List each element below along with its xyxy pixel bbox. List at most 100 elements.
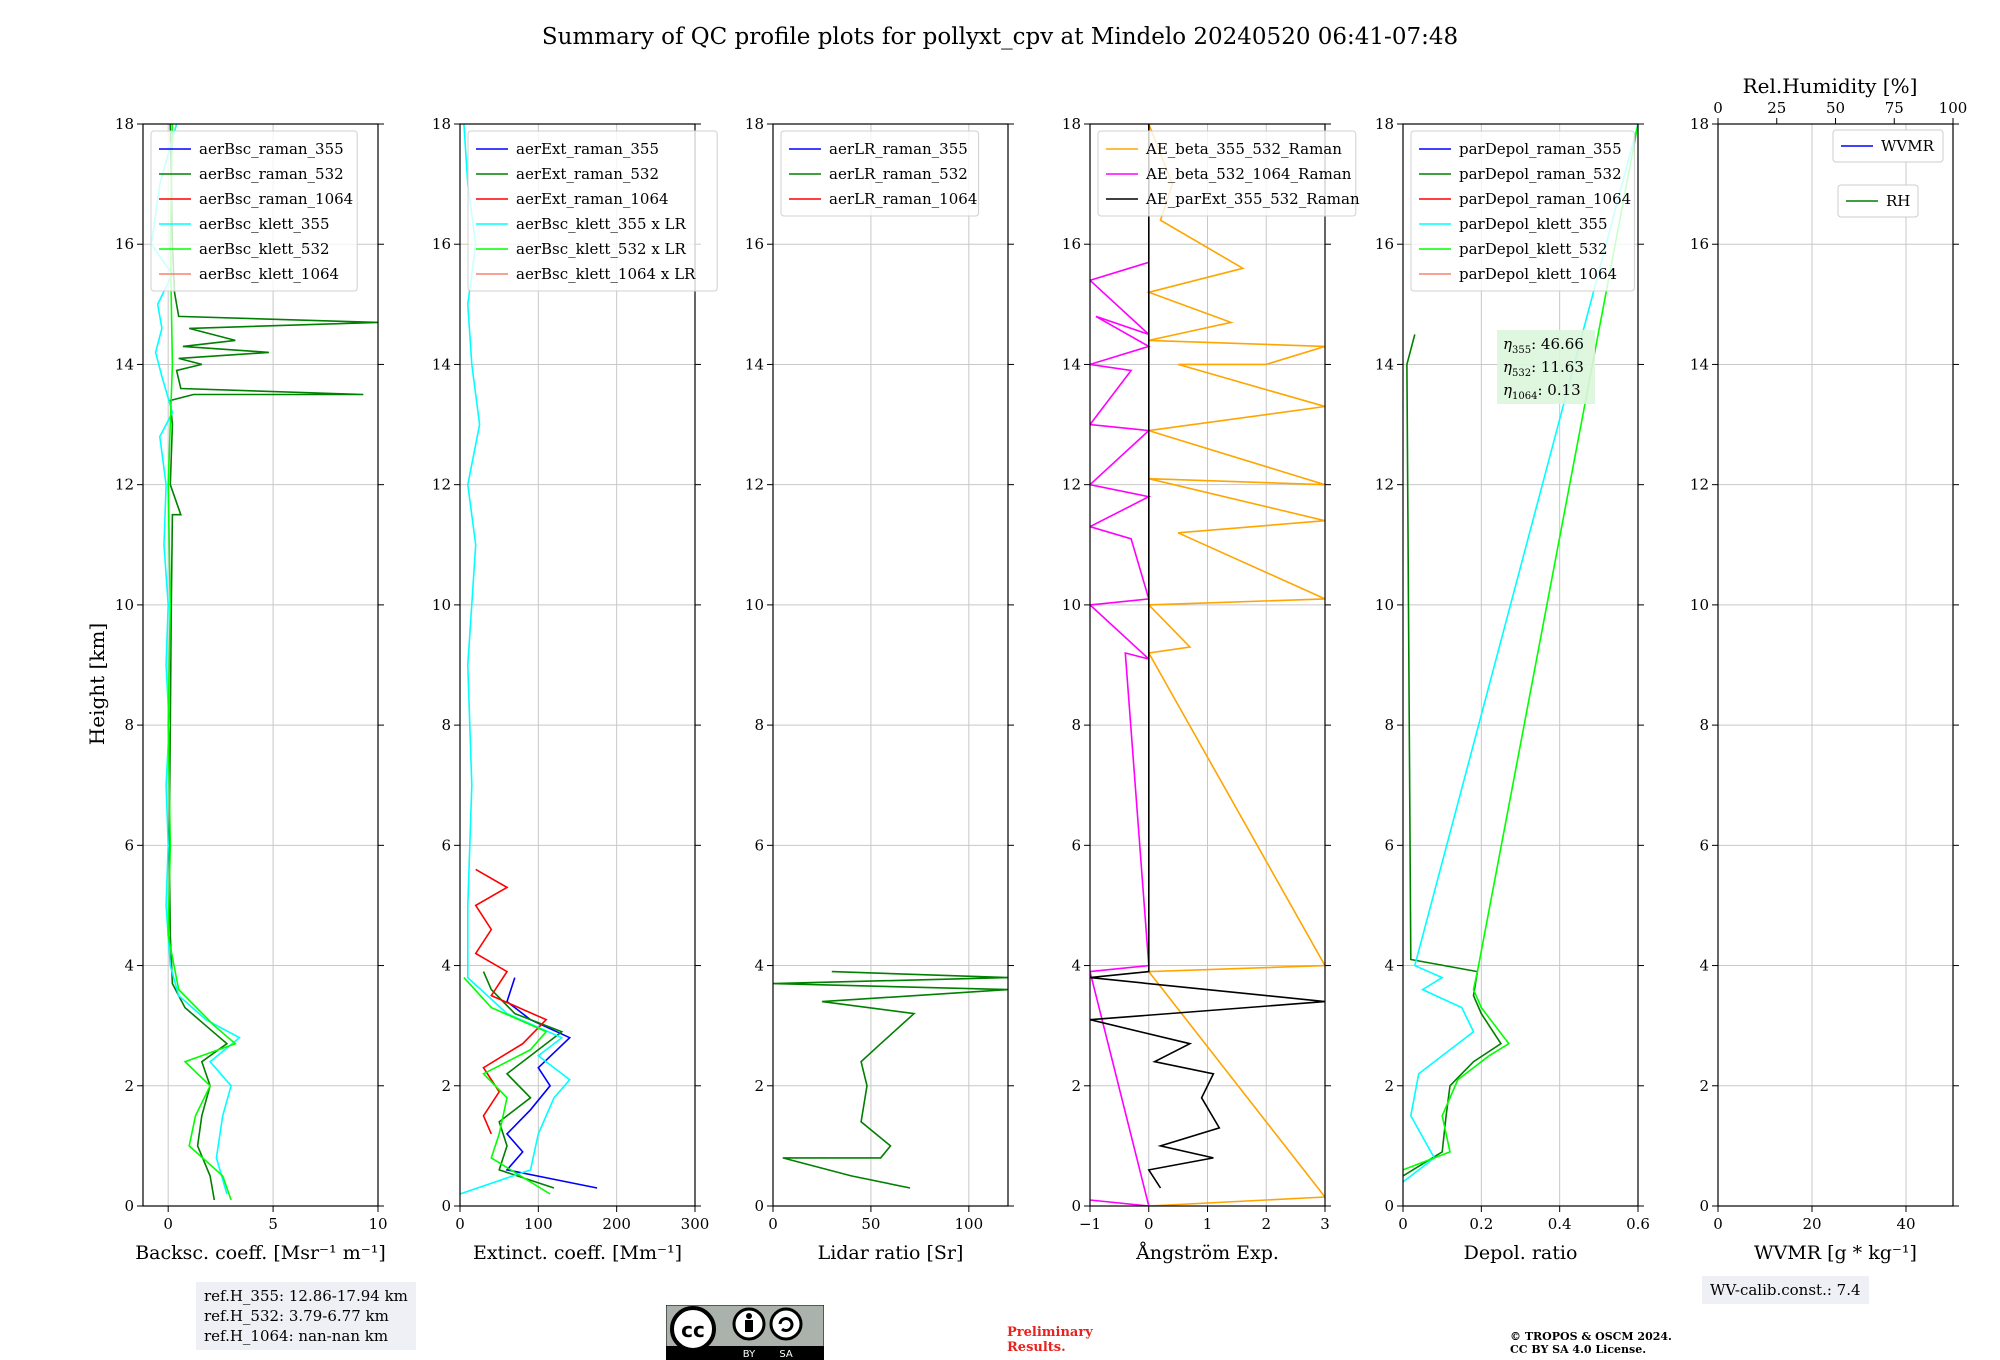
cc-icon-text: cc (681, 1318, 705, 1342)
y-tick-label: 2 (1071, 1077, 1081, 1095)
y-tick-label: 14 (745, 355, 764, 373)
series-aerBsc_klett_532 x LR (463, 977, 551, 1195)
y-tick-label: 2 (1384, 1077, 1394, 1095)
copyright-note: © TROPOS & OSCM 2024. CC BY SA 4.0 Licen… (1510, 1330, 1672, 1356)
ref-heights-box: ref.H_355: 12.86-17.94 km ref.H_532: 3.7… (196, 1282, 416, 1350)
top-x-tick-label: 50 (1826, 99, 1845, 117)
y-tick-label: 6 (1384, 836, 1394, 854)
eta-1064: η1064: 0.13 (1503, 381, 1581, 402)
x-axis-label: Lidar ratio [Sr] (818, 1242, 964, 1264)
top-x-tick-label: 100 (1939, 99, 1968, 117)
ref-height-1064: ref.H_1064: nan-nan km (204, 1327, 389, 1345)
y-tick-label: 2 (124, 1077, 134, 1095)
legend-entry: parDepol_raman_355 (1459, 140, 1622, 158)
legend-entry: aerExt_raman_355 (516, 140, 659, 158)
series-aerExt_raman_355 (505, 977, 598, 1189)
cc-by-sa-license-badge: cc BY SA (666, 1305, 824, 1360)
legend-entry: parDepol_klett_532 (1459, 240, 1608, 258)
series-aerBsc_klett_355 (150, 124, 241, 1195)
axes-frame (1402, 123, 1639, 1207)
axes-frame (142, 123, 379, 1207)
legend-entry: aerBsc_klett_532 x LR (516, 240, 687, 258)
y-tick-label: 18 (1375, 115, 1394, 133)
x-tick-label: 0.4 (1548, 1215, 1572, 1233)
legend-box (1410, 130, 1635, 292)
x-tick-label: 20 (1802, 1215, 1821, 1233)
series-aerBsc_klett_355 x LR (460, 124, 571, 1195)
y-tick-label: 8 (1699, 716, 1709, 734)
y-tick-label: 4 (124, 957, 134, 975)
legend-entry: AE_beta_355_532_Raman (1145, 140, 1342, 158)
y-tick-label: 6 (1071, 836, 1081, 854)
legend-entry: aerLR_raman_1064 (829, 190, 977, 208)
panel-lr: 0 2 4 6 8 10 12 14 16 18 0 50 100 Lidar ratio [Sr] aer… (745, 115, 1014, 1264)
legend-box (467, 130, 718, 292)
legend-entry: parDepol_klett_355 (1459, 215, 1608, 233)
x-tick-label: 200 (602, 1215, 631, 1233)
y-tick-label: 14 (1690, 355, 1709, 373)
y-tick-label: 14 (115, 355, 134, 373)
y-tick-label: 12 (1690, 476, 1709, 494)
x-tick-label: 1 (1203, 1215, 1213, 1233)
eta-355: η355: 46.66 (1503, 335, 1584, 356)
y-tick-label: 12 (1375, 476, 1394, 494)
badge-sa-label: SA (779, 1349, 793, 1360)
series-aerExt_raman_532 (482, 971, 564, 1189)
top-x-tick-label: 25 (1767, 99, 1786, 117)
y-tick-label: 4 (1699, 957, 1709, 975)
x-tick-label: 0.6 (1626, 1215, 1650, 1233)
legend-entry: aerBsc_klett_355 (199, 215, 330, 233)
x-tick-label: 0 (1144, 1215, 1154, 1233)
legend-box (150, 130, 358, 292)
legend-entry: parDepol_raman_1064 (1459, 190, 1631, 208)
legend-entry: RH (1886, 192, 1910, 210)
y-tick-label: 2 (1699, 1077, 1709, 1095)
y-tick-label: 10 (115, 596, 134, 614)
y-tick-label: 16 (1690, 235, 1709, 253)
eta-532: η532: 11.63 (1503, 358, 1584, 379)
legend-entry: aerExt_raman_1064 (516, 190, 669, 208)
figure-title: Summary of QC profile plots for pollyxt_… (542, 24, 1458, 50)
x-tick-label: 0 (1713, 1215, 1723, 1233)
legend-entry: aerBsc_klett_1064 (199, 265, 339, 283)
series-AE_beta_355_532_Raman (1146, 124, 1325, 1206)
x-tick-label: −1 (1079, 1215, 1101, 1233)
series-aerBsc_raman_532 (168, 124, 378, 1201)
x-tick-label: 40 (1896, 1215, 1915, 1233)
legend-entry: aerLR_raman_355 (829, 140, 968, 158)
series-aerBsc_klett_532 (167, 124, 237, 1201)
top-x-tick-label: 75 (1885, 99, 1904, 117)
y-tick-label: 6 (124, 836, 134, 854)
axes-frame (772, 123, 1009, 1207)
y-tick-label: 6 (754, 836, 764, 854)
series-AE_beta_532_1064_Raman (1090, 261, 1152, 1206)
y-tick-label: 0 (1071, 1197, 1081, 1215)
legend-entry: AE_parExt_355_532_Raman (1145, 190, 1360, 208)
copyright-line-2: CC BY SA 4.0 License. (1510, 1343, 1647, 1356)
legend-entry: aerBsc_klett_355 x LR (516, 215, 687, 233)
y-tick-label: 10 (1690, 596, 1709, 614)
y-tick-label: 4 (441, 957, 451, 975)
panel-depol: 0 2 4 6 8 10 12 14 16 18 0 0.2 0.4 0.6 Depol. ratio par… (1375, 115, 1650, 1264)
y-tick-label: 12 (1062, 476, 1081, 494)
legend-entry: parDepol_raman_532 (1459, 165, 1622, 183)
preliminary-line-1: Preliminary (1007, 1325, 1093, 1340)
sa-icon (769, 1307, 803, 1341)
y-tick-label: 10 (1375, 596, 1394, 614)
wv-calib-box: WV-calib.const.: 7.4 (1702, 1276, 1869, 1304)
x-tick-label: 0.2 (1469, 1215, 1493, 1233)
y-tick-label: 8 (441, 716, 451, 734)
y-axis-label: Height [km] (85, 623, 109, 745)
x-axis-label: Backsc. coeff. [Msr⁻¹ m⁻¹] (135, 1242, 386, 1264)
legend-box (1832, 129, 1944, 163)
y-tick-label: 10 (745, 596, 764, 614)
x-axis-label: Depol. ratio (1464, 1242, 1578, 1264)
y-tick-label: 0 (1699, 1197, 1709, 1215)
x-tick-label: 0 (455, 1215, 465, 1233)
ref-height-355: ref.H_355: 12.86-17.94 km (204, 1287, 408, 1305)
x-tick-label: 0 (1398, 1215, 1408, 1233)
sa-icon-arrow (778, 1317, 794, 1332)
y-tick-label: 16 (745, 235, 764, 253)
